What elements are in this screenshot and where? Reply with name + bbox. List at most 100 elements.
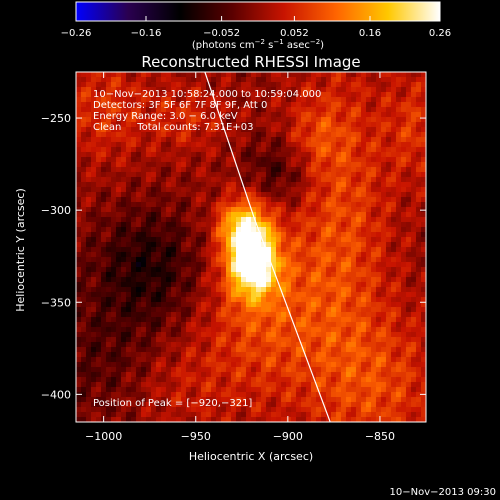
heatmap-cell <box>371 147 377 153</box>
heatmap-cell <box>281 227 287 233</box>
heatmap-cell <box>206 192 212 198</box>
heatmap-cell <box>406 357 412 363</box>
heatmap-cell <box>116 142 122 148</box>
heatmap-cell <box>201 182 207 188</box>
heatmap-cell <box>146 217 152 223</box>
heatmap-cell <box>111 212 117 218</box>
heatmap-cell <box>161 162 167 168</box>
heatmap-cell <box>216 197 222 203</box>
heatmap-cell <box>151 177 157 183</box>
heatmap-cell <box>361 322 367 328</box>
heatmap-cell <box>141 402 147 408</box>
heatmap-cell <box>296 372 302 378</box>
heatmap-cell <box>96 222 102 228</box>
heatmap-cell <box>286 317 292 323</box>
heatmap-cell <box>111 327 117 333</box>
heatmap-cell <box>301 192 307 198</box>
heatmap-cell <box>101 367 107 373</box>
heatmap-cell <box>141 312 147 318</box>
heatmap-cell <box>136 252 142 258</box>
heatmap-cell <box>101 97 107 103</box>
heatmap-cell <box>136 227 142 233</box>
heatmap-cell <box>321 252 327 258</box>
heatmap-cell <box>301 252 307 258</box>
heatmap-cell <box>336 367 342 373</box>
heatmap-cell <box>261 362 267 368</box>
heatmap-cell <box>256 137 262 143</box>
heatmap-cell <box>296 402 302 408</box>
heatmap-cell <box>191 402 197 408</box>
heatmap-cell <box>146 307 152 313</box>
heatmap-cell <box>371 327 377 333</box>
heatmap-cell <box>421 152 426 158</box>
heatmap-cell <box>361 397 367 403</box>
heatmap-cell <box>106 352 112 358</box>
heatmap-cell <box>121 87 127 93</box>
heatmap-cell <box>311 287 317 293</box>
heatmap-cell <box>296 237 302 243</box>
heatmap-cell <box>116 262 122 268</box>
heatmap-cell <box>386 127 392 133</box>
heatmap-cell <box>151 347 157 353</box>
heatmap-cell <box>306 402 312 408</box>
heatmap-cell <box>171 322 177 328</box>
heatmap-cell <box>346 177 352 183</box>
heatmap-cell <box>351 282 357 288</box>
heatmap-cell <box>346 352 352 358</box>
heatmap-cell <box>281 197 287 203</box>
heatmap-cell <box>101 307 107 313</box>
heatmap-cell <box>396 372 402 378</box>
heatmap-cell <box>86 332 92 338</box>
heatmap-cell <box>136 292 142 298</box>
heatmap-cell <box>196 307 202 313</box>
heatmap-cell <box>376 122 382 128</box>
heatmap-cell <box>361 217 367 223</box>
heatmap-cell <box>101 362 107 368</box>
heatmap-cell <box>276 137 282 143</box>
heatmap-cell <box>231 137 237 143</box>
heatmap-cell <box>151 172 157 178</box>
heatmap-cell <box>276 387 282 393</box>
heatmap-cell <box>181 397 187 403</box>
heatmap-cell <box>386 217 392 223</box>
heatmap-cell <box>81 207 87 213</box>
heatmap-cell <box>371 352 377 358</box>
heatmap-cell <box>271 392 277 398</box>
heatmap-cell <box>191 152 197 158</box>
heatmap-cell <box>311 167 317 173</box>
heatmap-cell <box>221 242 227 248</box>
heatmap-cell <box>331 152 337 158</box>
heatmap-cell <box>161 322 167 328</box>
heatmap-cell <box>186 367 192 373</box>
heatmap-cell <box>226 152 232 158</box>
heatmap-cell <box>346 102 352 108</box>
heatmap-cell <box>81 402 87 408</box>
heatmap-cell <box>236 307 242 313</box>
heatmap-cell <box>146 237 152 243</box>
heatmap-cell <box>141 287 147 293</box>
heatmap-cell <box>276 142 282 148</box>
heatmap-cell <box>176 282 182 288</box>
heatmap-cell <box>211 352 217 358</box>
heatmap-cell <box>321 162 327 168</box>
heatmap-cell <box>276 412 282 418</box>
heatmap-cell <box>336 82 342 88</box>
heatmap-cell <box>421 372 426 378</box>
heatmap-cell <box>366 377 372 383</box>
heatmap-cell <box>321 192 327 198</box>
heatmap-cell <box>86 192 92 198</box>
heatmap-cell <box>156 347 162 353</box>
heatmap-cell <box>221 212 227 218</box>
heatmap-cell <box>196 402 202 408</box>
heatmap-cell <box>171 282 177 288</box>
heatmap-cell <box>241 117 247 123</box>
heatmap-cell <box>236 312 242 318</box>
heatmap-cell <box>111 192 117 198</box>
heatmap-cell <box>251 282 257 288</box>
heatmap-cell <box>366 152 372 158</box>
heatmap-cell <box>76 317 82 323</box>
heatmap-cell <box>86 82 92 88</box>
heatmap-cell <box>391 207 397 213</box>
heatmap-cell <box>236 182 242 188</box>
